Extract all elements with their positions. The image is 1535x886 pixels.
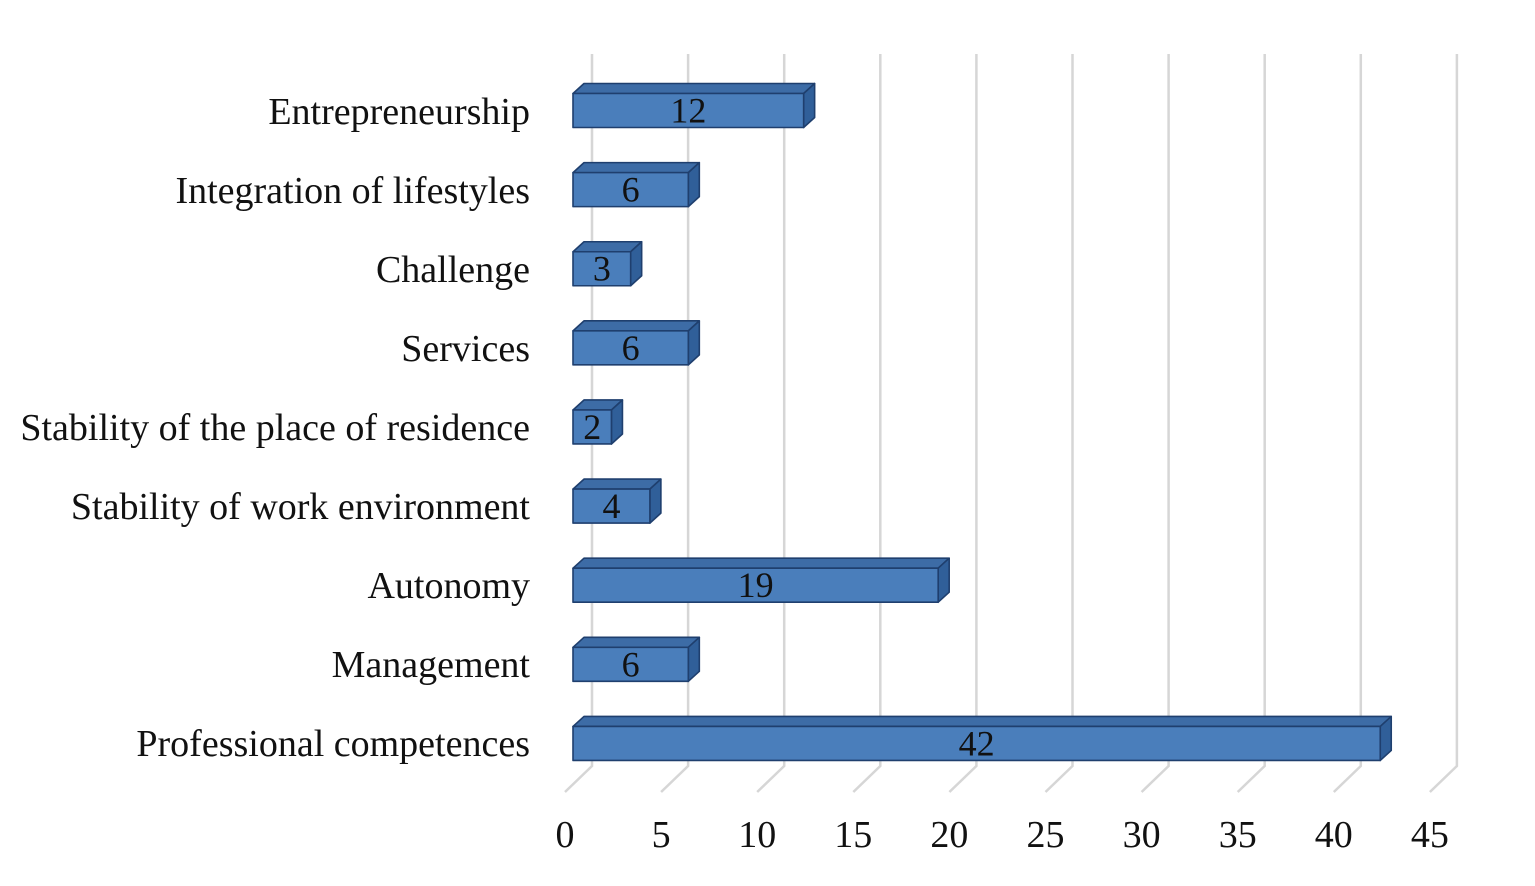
gridline xyxy=(1332,54,1363,793)
category-label: Services xyxy=(401,327,530,370)
bar-value-label: 6 xyxy=(622,644,640,684)
category-label: Stability of work environment xyxy=(70,486,530,529)
gridline xyxy=(852,54,882,793)
bar-value-label: 12 xyxy=(670,91,706,131)
gridline xyxy=(1236,54,1266,793)
bar-front-face xyxy=(572,488,651,524)
gridline xyxy=(564,54,594,793)
bar-value-label: 4 xyxy=(602,486,620,526)
gridline xyxy=(1140,54,1170,793)
x-axis-tick-label: 35 xyxy=(1219,814,1257,856)
gridline xyxy=(756,54,786,793)
category-label: Autonomy xyxy=(367,565,530,608)
bar-front-face xyxy=(572,330,690,366)
x-axis-tick-label: 40 xyxy=(1315,814,1353,856)
category-label: Entrepreneurship xyxy=(268,90,530,133)
category-label: Professional competences xyxy=(136,723,530,766)
x-axis-tick-label: 45 xyxy=(1411,814,1449,856)
category-label: Integration of lifestyles xyxy=(175,169,530,212)
bar-front-face xyxy=(572,567,939,604)
category-axis: Entrepreneurship Integration of lifestyle… xyxy=(0,0,532,886)
gridline xyxy=(948,54,978,793)
category-label: Stability of the place of residence xyxy=(20,406,530,449)
bar-value-label: 2 xyxy=(583,407,601,447)
x-axis-tick-label: 0 xyxy=(556,814,575,856)
bar-front-face xyxy=(572,409,613,445)
bar-front-face xyxy=(572,250,632,287)
bar-value-label: 3 xyxy=(593,249,611,289)
x-axis-tick-label: 25 xyxy=(1027,814,1065,856)
bar-front-face xyxy=(572,725,1382,762)
bar-value-label: 42 xyxy=(959,723,995,763)
x-axis-tick-label: 30 xyxy=(1123,814,1161,856)
x-axis-tick-label: 20 xyxy=(930,814,968,856)
bar-value-label: 6 xyxy=(622,170,640,210)
x-axis-tick-label: 5 xyxy=(652,814,671,856)
x-axis-tick-label: 10 xyxy=(738,814,776,856)
bar-front-face xyxy=(572,92,805,129)
bar-front-face xyxy=(572,171,690,208)
x-axis-tick-label: 15 xyxy=(834,814,872,856)
bar-front-face xyxy=(572,646,690,683)
gridline xyxy=(1429,54,1459,793)
gridline xyxy=(660,54,690,793)
bar-value-label: 19 xyxy=(738,565,774,605)
gridline xyxy=(1044,54,1074,793)
category-label: Challenge xyxy=(375,248,530,291)
category-label: Management xyxy=(331,644,530,687)
bar-value-label: 6 xyxy=(622,328,640,368)
